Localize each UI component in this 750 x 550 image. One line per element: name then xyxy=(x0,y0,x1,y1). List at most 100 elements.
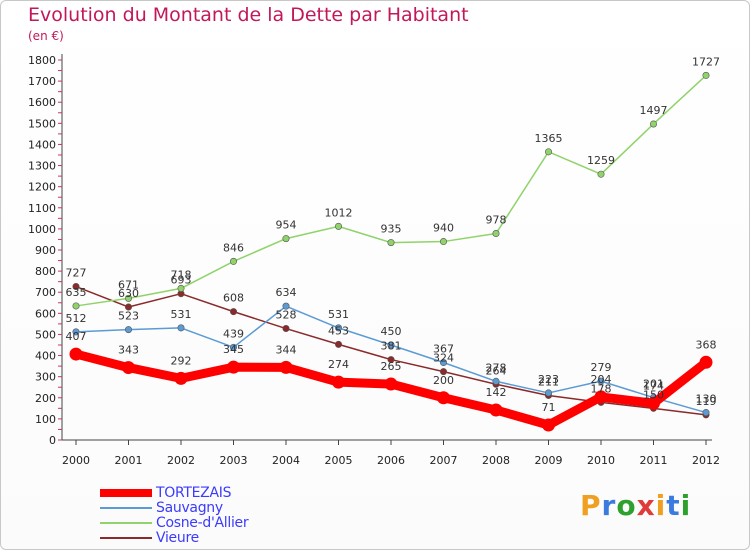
data-label: 453 xyxy=(328,324,349,337)
data-label: 1259 xyxy=(587,154,615,167)
data-label: 279 xyxy=(591,361,612,374)
data-point xyxy=(597,170,605,178)
data-label: 407 xyxy=(66,330,87,343)
y-tick-label: 700 xyxy=(35,286,56,299)
data-point xyxy=(439,238,447,246)
data-label: 343 xyxy=(118,344,139,357)
y-tick-label: 600 xyxy=(35,307,56,320)
data-label: 324 xyxy=(433,352,454,365)
legend-swatch xyxy=(100,488,152,497)
data-label: 223 xyxy=(538,373,559,386)
data-label: 1365 xyxy=(535,132,563,145)
logo-letter: t xyxy=(666,489,681,522)
data-point xyxy=(72,328,80,336)
x-tick-label: 2011 xyxy=(640,454,668,467)
data-label: 150 xyxy=(643,388,664,401)
data-label: 200 xyxy=(433,374,454,387)
data-label: 1497 xyxy=(640,104,668,117)
data-point xyxy=(439,359,447,367)
data-label: 512 xyxy=(66,312,87,325)
data-point xyxy=(489,403,503,417)
legend-item: TORTEZAIS xyxy=(100,484,248,501)
legend-label: Cosne-d'Allier xyxy=(156,514,249,531)
data-point xyxy=(334,324,342,332)
y-tick-label: 1500 xyxy=(28,117,56,130)
data-label: 130 xyxy=(696,393,717,406)
data-label: 345 xyxy=(223,343,244,356)
data-label: 523 xyxy=(118,310,139,323)
legend-swatch xyxy=(100,521,152,524)
data-point xyxy=(702,409,710,417)
legend-label: TORTEZAIS xyxy=(156,484,232,501)
data-point xyxy=(387,356,395,364)
data-point xyxy=(542,418,555,432)
data-label: 344 xyxy=(276,343,297,356)
data-label: 954 xyxy=(276,219,297,232)
y-tick-label: 400 xyxy=(35,350,56,363)
data-point xyxy=(230,308,238,316)
data-point xyxy=(174,371,188,385)
data-point xyxy=(437,391,450,405)
logo-letter: P xyxy=(580,489,602,522)
data-point xyxy=(125,326,133,334)
x-tick-label: 2004 xyxy=(272,454,300,467)
y-tick-label: 200 xyxy=(35,392,56,405)
data-point xyxy=(387,239,395,247)
y-tick-label: 100 xyxy=(35,413,56,426)
y-tick-label: 1300 xyxy=(28,160,56,173)
data-label: 935 xyxy=(381,223,402,236)
data-label: 142 xyxy=(486,386,507,399)
data-label: 265 xyxy=(381,360,402,373)
data-point xyxy=(702,71,710,79)
data-point xyxy=(72,302,80,310)
data-label: 174 xyxy=(643,379,664,392)
legend-item: Sauvagny xyxy=(100,500,248,516)
data-point xyxy=(387,341,395,349)
data-point xyxy=(384,377,398,391)
y-tick-label: 1200 xyxy=(28,181,56,194)
chart-title: Evolution du Montant de la Dette par Hab… xyxy=(28,4,469,26)
y-tick-label: 0 xyxy=(49,434,56,447)
data-label: 634 xyxy=(276,286,297,299)
logo-letter: x xyxy=(636,489,656,522)
data-label: 439 xyxy=(223,327,244,340)
data-label: 718 xyxy=(171,268,192,281)
x-tick-label: 2009 xyxy=(535,454,563,467)
legend-swatch xyxy=(100,536,152,539)
data-point xyxy=(649,120,657,128)
x-tick-label: 2010 xyxy=(587,454,615,467)
legend-swatch xyxy=(100,506,152,509)
x-tick-label: 2005 xyxy=(325,454,353,467)
logo-letter: r xyxy=(601,489,617,522)
data-point xyxy=(492,230,500,238)
data-point xyxy=(544,148,552,156)
x-tick-label: 2012 xyxy=(692,454,720,467)
data-label: 531 xyxy=(328,308,349,321)
data-point xyxy=(282,302,290,310)
data-label: 264 xyxy=(486,364,507,377)
data-label: 368 xyxy=(696,338,717,351)
data-point xyxy=(492,377,500,385)
data-label: 727 xyxy=(66,267,87,280)
logo-letter: i xyxy=(655,489,667,522)
proxiti-logo: Proxiti xyxy=(580,489,691,522)
data-label: 274 xyxy=(328,358,349,371)
data-label: 978 xyxy=(486,214,507,227)
x-tick-label: 2006 xyxy=(377,454,405,467)
data-point xyxy=(122,361,135,375)
data-label: 630 xyxy=(118,287,139,300)
legend-item: Cosne-d'Allier xyxy=(100,514,249,531)
data-label: 119 xyxy=(696,395,717,408)
data-label: 292 xyxy=(171,354,192,367)
data-label: 178 xyxy=(591,382,612,395)
data-label: 846 xyxy=(223,241,244,254)
y-tick-label: 1700 xyxy=(28,75,56,88)
data-label: 204 xyxy=(591,373,612,386)
logo-letter: o xyxy=(616,489,637,522)
data-point xyxy=(177,284,185,292)
data-point xyxy=(544,389,552,397)
data-label: 1727 xyxy=(692,55,720,68)
y-tick-label: 1000 xyxy=(28,223,56,236)
data-point xyxy=(177,324,185,332)
